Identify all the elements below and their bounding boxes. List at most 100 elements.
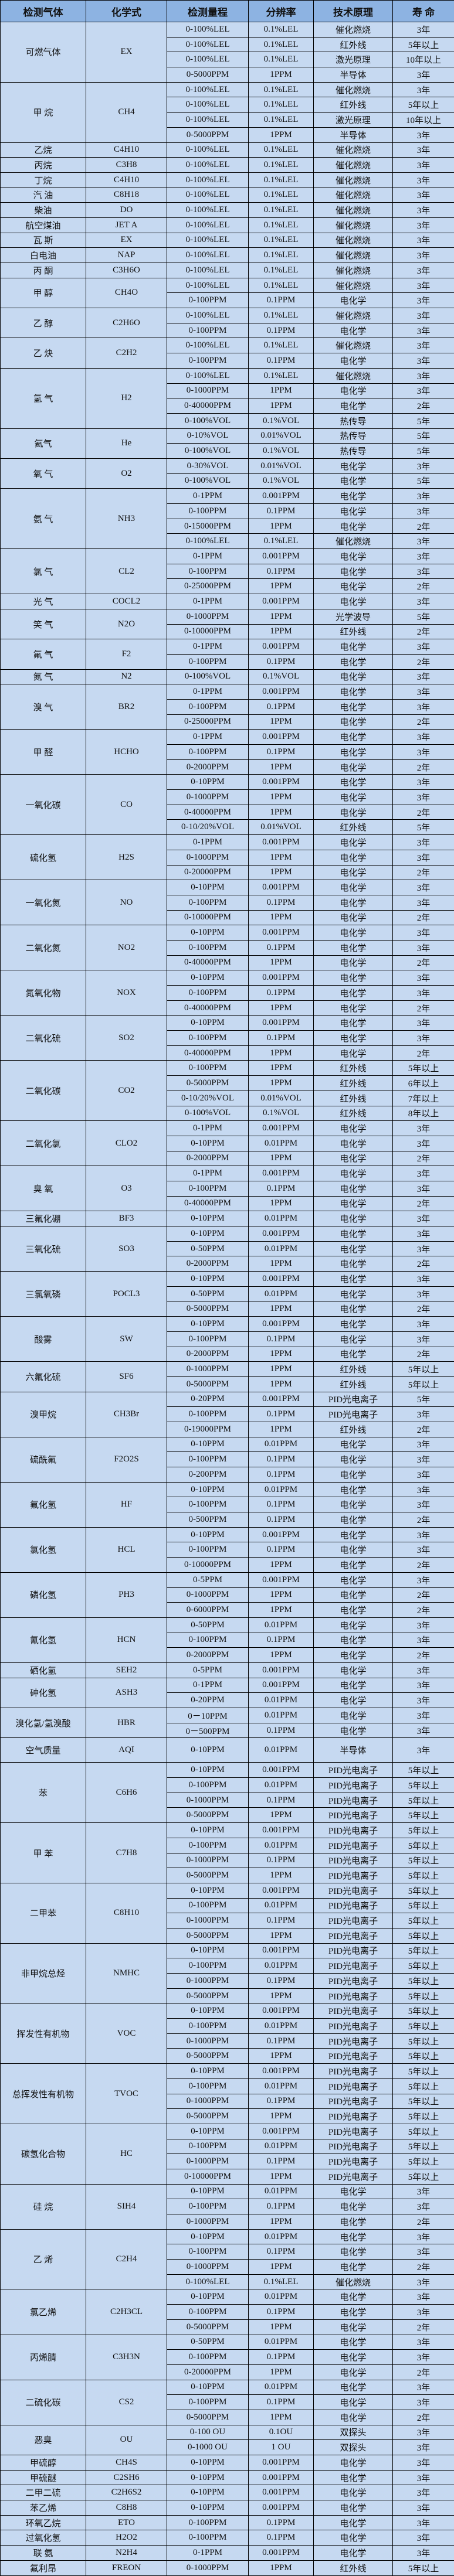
range-cell: 0-5000PPM (167, 1868, 249, 1883)
formula-cell: O2 (86, 458, 167, 488)
gas-name-cell: 氮氧化物 (1, 970, 86, 1016)
header-lifetime: 寿 命 (393, 1, 454, 22)
lifetime-cell: 3年 (393, 2184, 454, 2199)
lifetime-cell: 5年以上 (393, 1808, 454, 1823)
range-cell: 0-1000PPM (167, 2154, 249, 2169)
lifetime-cell: 5年以上 (393, 1913, 454, 1928)
formula-cell: EX (86, 233, 167, 248)
range-cell: 0-5PPM (167, 1662, 249, 1678)
range-cell: 0-10PPM (167, 1738, 249, 1763)
principle-cell: 电化学 (314, 504, 393, 519)
resolution-cell: 0.001PPM (249, 1943, 314, 1958)
lifetime-cell: 2年 (393, 805, 454, 820)
formula-cell: C2H3CL (86, 2289, 167, 2335)
principle-cell: PID光电离子 (314, 2019, 393, 2034)
resolution-cell: 0.1PPM (249, 2530, 314, 2546)
lifetime-cell: 3年 (393, 549, 454, 564)
formula-cell: HF (86, 1482, 167, 1527)
lifetime-cell: 3年 (393, 2199, 454, 2214)
principle-cell: 电化学 (314, 2305, 393, 2320)
resolution-cell: 0.001PPM (249, 1272, 314, 1287)
formula-cell: HBR (86, 1708, 167, 1738)
resolution-cell: 1PPM (249, 2364, 314, 2380)
range-cell: 0-1000PPM (167, 609, 249, 624)
lifetime-cell: 3年 (393, 775, 454, 790)
lifetime-cell: 5年以上 (393, 1958, 454, 1974)
resolution-cell: 0.1%VOL (249, 413, 314, 428)
resolution-cell: 0.1PPM (249, 1407, 314, 1422)
principle-cell: 电化学 (314, 1482, 393, 1497)
resolution-cell: 0.001PPM (249, 2470, 314, 2485)
lifetime-cell: 2年 (393, 654, 454, 669)
gas-name-cell: 丙 酮 (1, 263, 86, 278)
lifetime-cell: 3年 (393, 1708, 454, 1723)
principle-cell: 光学波导 (314, 609, 393, 624)
lifetime-cell: 3年 (393, 564, 454, 579)
resolution-cell: 1PPM (249, 1558, 314, 1573)
resolution-cell: 0.1%LEL (249, 278, 314, 293)
principle-cell: 电化学 (314, 579, 393, 594)
gas-name-cell: 氮 气 (1, 669, 86, 684)
resolution-cell: 0.01PPM (249, 1958, 314, 1974)
lifetime-cell: 2年 (393, 624, 454, 639)
range-cell: 0-10PPM (167, 1763, 249, 1778)
formula-cell: NO (86, 880, 167, 925)
range-cell: 0-5000PPM (167, 2410, 249, 2425)
range-cell: 0-15000PPM (167, 519, 249, 534)
resolution-cell: 0.1PPM (249, 323, 314, 338)
range-cell: 0-10PPM (167, 1272, 249, 1287)
principle-cell: 电化学 (314, 1648, 393, 1663)
range-cell: 0-100PPM (167, 504, 249, 519)
lifetime-cell: 3年 (393, 835, 454, 850)
principle-cell: 催化燃烧 (314, 188, 393, 203)
principle-cell: 电化学 (314, 1196, 393, 1211)
principle-cell: PID光电离子 (314, 1778, 393, 1793)
range-cell: 0-1000PPM (167, 1793, 249, 1808)
principle-cell: 电化学 (314, 1527, 393, 1542)
formula-cell: C4H10 (86, 172, 167, 188)
gas-name-cell: 一氧化氮 (1, 880, 86, 925)
range-cell: 0-2000PPM (167, 1256, 249, 1272)
header-range: 检测量程 (167, 1, 249, 22)
resolution-cell: 1PPM (249, 805, 314, 820)
resolution-cell: 0.001PPM (249, 1678, 314, 1693)
principle-cell: PID光电离子 (314, 1838, 393, 1853)
lifetime-cell: 3年 (393, 1016, 454, 1031)
principle-cell: 催化燃烧 (314, 158, 393, 173)
principle-cell: 电化学 (314, 669, 393, 684)
gas-name-cell: 硒化氢 (1, 1662, 86, 1678)
range-cell: 0-10PPM (167, 880, 249, 895)
lifetime-cell: 3年 (393, 684, 454, 700)
lifetime-cell: 2年 (393, 1151, 454, 1166)
formula-cell: SF6 (86, 1362, 167, 1392)
range-cell: 0-10PPM (167, 1823, 249, 1838)
resolution-cell: 0.001PPM (249, 2124, 314, 2139)
lifetime-cell: 3年 (393, 172, 454, 188)
resolution-cell: 0.1PPM (249, 1793, 314, 1808)
principle-cell: 电化学 (314, 2380, 393, 2395)
lifetime-cell: 3年 (393, 699, 454, 714)
principle-cell: PID光电离子 (314, 2003, 393, 2019)
gas-name-cell: 甲 苯 (1, 1823, 86, 1883)
principle-cell: 红外线 (314, 37, 393, 52)
resolution-cell: 0.1%LEL (249, 368, 314, 383)
range-cell: 0-1PPM (167, 2546, 249, 2561)
lifetime-cell: 3年 (393, 2305, 454, 2320)
resolution-cell: 0.01PPM (249, 1482, 314, 1497)
principle-cell: 电化学 (314, 2500, 393, 2516)
lifetime-cell: 2年 (393, 2410, 454, 2425)
range-cell: 0-1000PPM (167, 850, 249, 865)
gas-name-cell: 挥发性有机物 (1, 2003, 86, 2064)
range-cell: 0-100%LEL (167, 82, 249, 97)
principle-cell: 半导体 (314, 67, 393, 83)
